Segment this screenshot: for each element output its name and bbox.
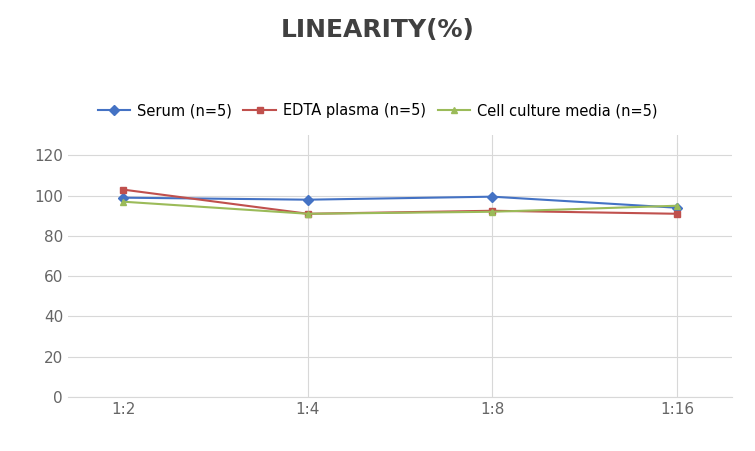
EDTA plasma (n=5) bbox=[304, 211, 313, 216]
Serum (n=5) bbox=[488, 194, 497, 199]
Serum (n=5) bbox=[119, 195, 128, 200]
EDTA plasma (n=5) bbox=[673, 211, 682, 216]
Serum (n=5) bbox=[304, 197, 313, 202]
Cell culture media (n=5) bbox=[119, 199, 128, 204]
EDTA plasma (n=5) bbox=[119, 187, 128, 192]
Text: LINEARITY(%): LINEARITY(%) bbox=[281, 18, 474, 42]
Cell culture media (n=5) bbox=[673, 203, 682, 208]
Cell culture media (n=5) bbox=[488, 209, 497, 215]
Line: Serum (n=5): Serum (n=5) bbox=[120, 193, 680, 211]
Line: EDTA plasma (n=5): EDTA plasma (n=5) bbox=[120, 186, 680, 217]
Serum (n=5) bbox=[673, 205, 682, 211]
Line: Cell culture media (n=5): Cell culture media (n=5) bbox=[120, 198, 680, 217]
EDTA plasma (n=5) bbox=[488, 208, 497, 213]
Legend: Serum (n=5), EDTA plasma (n=5), Cell culture media (n=5): Serum (n=5), EDTA plasma (n=5), Cell cul… bbox=[92, 97, 663, 124]
Cell culture media (n=5) bbox=[304, 211, 313, 216]
